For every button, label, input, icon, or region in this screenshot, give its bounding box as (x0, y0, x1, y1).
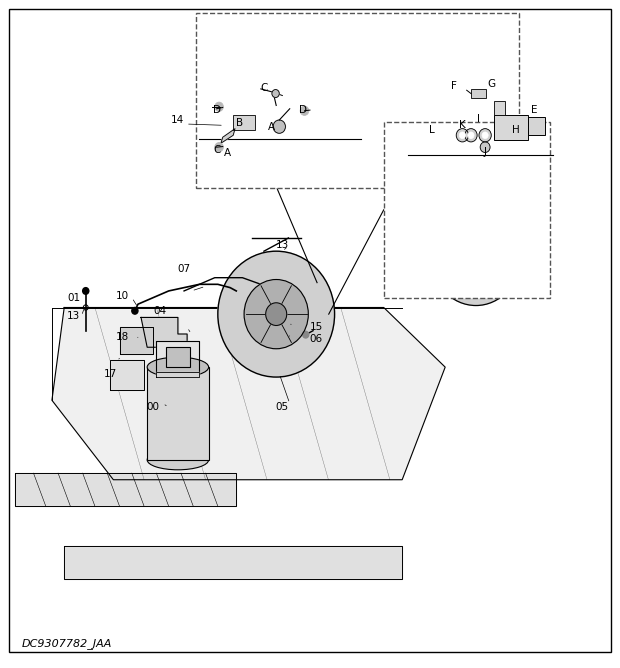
Bar (528, 117, 546, 135)
Circle shape (479, 129, 491, 142)
Text: I: I (477, 114, 481, 124)
Polygon shape (64, 546, 402, 579)
Polygon shape (141, 317, 187, 347)
Polygon shape (15, 473, 236, 506)
Polygon shape (110, 361, 144, 390)
Text: 07: 07 (177, 264, 190, 274)
Circle shape (468, 249, 484, 267)
Circle shape (218, 251, 335, 377)
Circle shape (215, 102, 223, 112)
Text: D: D (213, 105, 221, 115)
Bar (166, 347, 190, 367)
Ellipse shape (147, 450, 208, 470)
Text: C: C (260, 83, 268, 93)
Text: D: D (299, 105, 307, 115)
Polygon shape (52, 307, 445, 480)
Polygon shape (221, 129, 235, 143)
Text: 13: 13 (67, 311, 80, 321)
Circle shape (132, 307, 138, 314)
Circle shape (215, 142, 223, 152)
Circle shape (480, 142, 490, 152)
Bar (494, 102, 505, 115)
Circle shape (300, 106, 309, 116)
Text: DC9307782_JAA: DC9307782_JAA (21, 638, 112, 649)
Circle shape (272, 90, 279, 98)
Bar (384, 122, 550, 297)
Circle shape (432, 210, 520, 305)
Text: L: L (429, 125, 435, 135)
Circle shape (482, 132, 488, 138)
Text: K: K (459, 120, 466, 130)
Text: J: J (484, 147, 487, 157)
Circle shape (465, 129, 477, 142)
Circle shape (456, 129, 469, 142)
Text: 00: 00 (147, 402, 160, 412)
Text: F: F (451, 81, 458, 91)
Circle shape (459, 132, 466, 138)
Bar (471, 89, 486, 98)
Text: A: A (268, 122, 275, 132)
Text: A: A (223, 148, 231, 158)
Text: E: E (531, 105, 538, 115)
Text: 18: 18 (116, 332, 129, 342)
Text: 17: 17 (104, 369, 117, 379)
Text: 04: 04 (153, 306, 166, 316)
Circle shape (244, 279, 308, 349)
Bar (233, 116, 255, 130)
Bar (197, 13, 519, 188)
Text: 15: 15 (309, 323, 323, 333)
Bar (147, 367, 208, 460)
Text: C: C (213, 145, 220, 155)
Text: 13: 13 (276, 240, 289, 250)
Text: H: H (512, 125, 520, 135)
Circle shape (451, 232, 500, 284)
Text: G: G (487, 79, 495, 89)
Bar (494, 115, 528, 140)
Ellipse shape (147, 357, 208, 377)
Text: 10: 10 (116, 291, 129, 301)
Text: 01: 01 (67, 293, 80, 303)
Text: 05: 05 (276, 402, 289, 412)
Polygon shape (120, 327, 153, 354)
Circle shape (468, 132, 474, 138)
Circle shape (82, 288, 89, 294)
Text: B: B (236, 118, 243, 128)
Text: 06: 06 (309, 333, 322, 343)
Polygon shape (156, 341, 200, 374)
Polygon shape (156, 372, 200, 377)
Circle shape (273, 120, 285, 134)
Circle shape (266, 303, 286, 325)
Circle shape (303, 331, 309, 338)
Text: 14: 14 (171, 115, 185, 125)
